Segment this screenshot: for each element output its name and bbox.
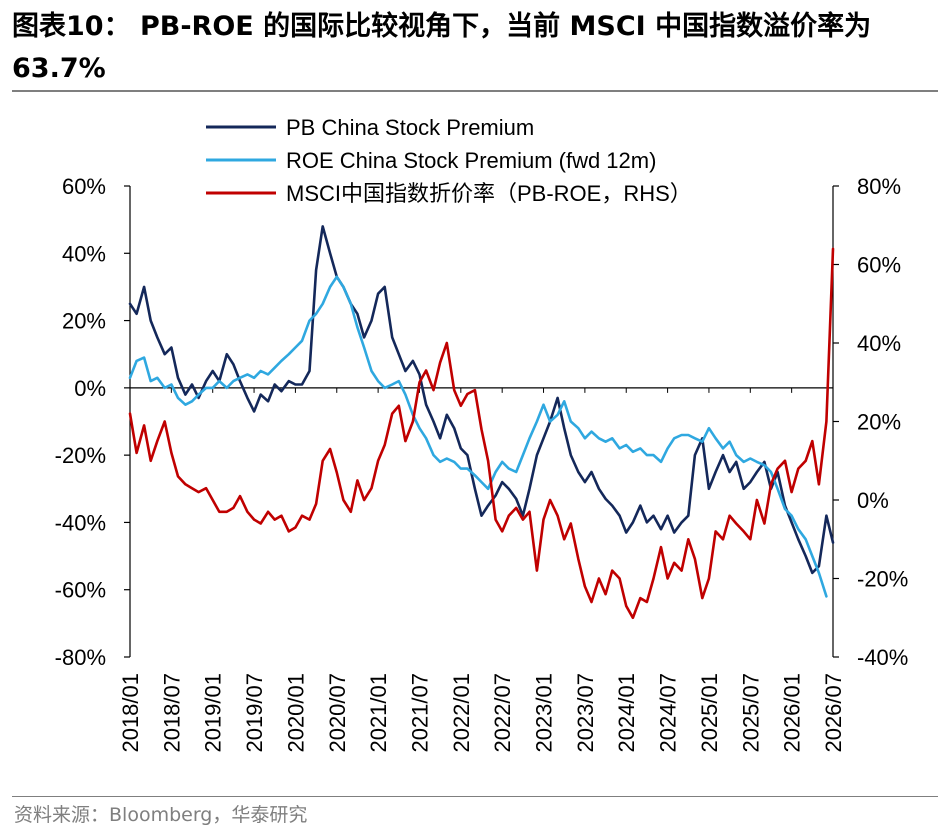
chart-title-value: 63.7% <box>12 53 106 84</box>
left-tick-label: 40% <box>62 241 106 266</box>
x-tick-label: 2022/01 <box>449 673 474 753</box>
x-tick-label: 2019/07 <box>242 673 267 753</box>
footer-divider <box>12 796 938 797</box>
x-tick-label: 2026/01 <box>780 673 805 753</box>
left-tick-label: -40% <box>55 510 106 535</box>
legend-label-1: PB China Stock Premium <box>286 115 534 140</box>
title-block: 图表10： PB-ROE 的国际比较视角下，当前 MSCI 中国指数溢价率为 6… <box>12 6 942 90</box>
x-tick-label: 2021/07 <box>407 673 432 753</box>
chart: 60% 40% 20% 0% -20% -40% -60% -80% 80% 60% 40% 20% 0… <box>55 115 909 753</box>
legend-label-2: ROE China Stock Premium (fwd 12m) <box>286 148 656 173</box>
left-tick-label: 0% <box>74 376 106 401</box>
chart-title: 图表10： PB-ROE 的国际比较视角下，当前 MSCI 中国指数溢价率为 <box>12 11 872 42</box>
right-tick-label: 60% <box>857 253 901 278</box>
left-tick-label: 20% <box>62 309 106 334</box>
x-tick-label: 2018/01 <box>118 673 143 753</box>
x-tick-label: 2025/07 <box>738 673 763 753</box>
left-tick-label: -80% <box>55 645 106 670</box>
title-divider <box>12 90 938 92</box>
right-tick-label: 0% <box>857 488 889 513</box>
series-line-2 <box>128 275 828 598</box>
left-tick-label: 60% <box>62 174 106 199</box>
right-tick-label: -20% <box>857 567 908 592</box>
x-tick-label: 2023/07 <box>573 673 598 753</box>
series-line-1 <box>128 225 835 575</box>
x-tick-label: 2025/01 <box>697 673 722 753</box>
x-tick-label: 2021/01 <box>366 673 391 753</box>
right-tick-label: 20% <box>857 410 901 435</box>
right-tick-label: -40% <box>857 645 908 670</box>
x-tick-label: 2018/07 <box>159 673 184 753</box>
left-tick-label: -60% <box>55 578 106 603</box>
source-note: 资料来源：Bloomberg，华泰研究 <box>14 804 308 826</box>
right-tick-label: 40% <box>857 331 901 356</box>
x-tick-label: 2023/01 <box>532 673 557 753</box>
x-tick-label: 2022/07 <box>490 673 515 753</box>
right-tick-label: 80% <box>857 174 901 199</box>
x-tick-label: 2024/01 <box>614 673 639 753</box>
x-tick-label: 2019/01 <box>201 673 226 753</box>
legend-label-3: MSCI中国指数折价率（PB-ROE，RHS） <box>286 181 692 206</box>
x-tick-label: 2020/07 <box>325 673 350 753</box>
x-tick-label: 2024/07 <box>656 673 681 753</box>
left-tick-label: -20% <box>55 443 106 468</box>
series-line-3 <box>128 247 835 620</box>
x-tick-label: 2020/01 <box>283 673 308 753</box>
x-tick-label: 2026/07 <box>821 673 846 753</box>
